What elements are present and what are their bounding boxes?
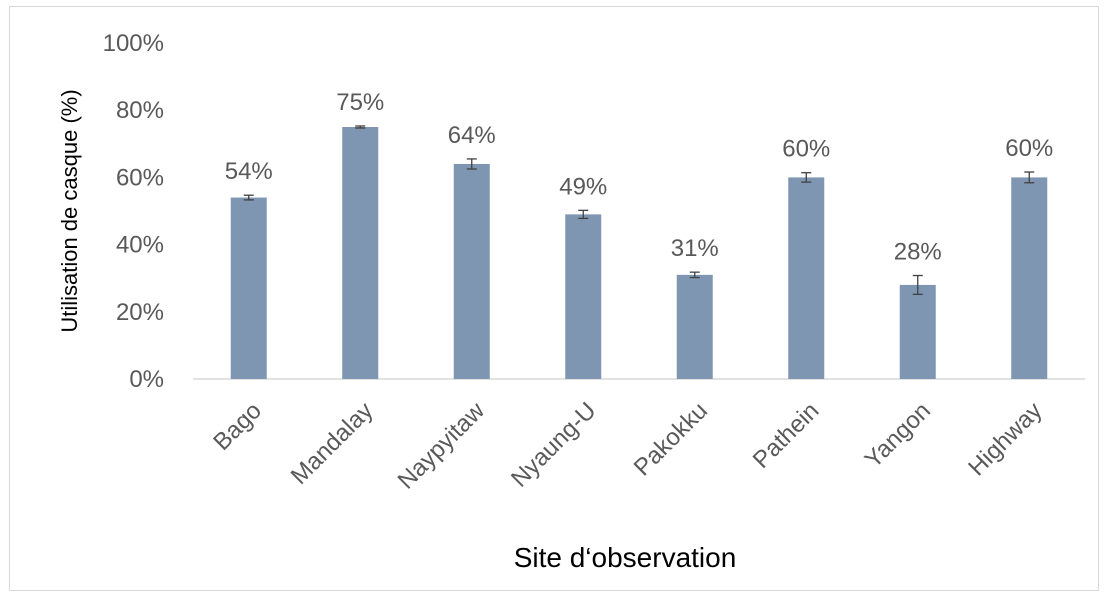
y-axis-ticks: 0% 20% 40% 60% 80% 100% <box>103 30 164 393</box>
x-tick-label: Nyaung-U <box>506 397 601 492</box>
x-tick-label: Pakokku <box>629 397 713 481</box>
y-tick-label: 60% <box>116 164 164 191</box>
bar <box>342 127 379 379</box>
x-tick-label: Bago <box>208 397 267 456</box>
data-label: 64% <box>448 122 496 149</box>
error-bar <box>689 271 700 279</box>
error-bar <box>243 194 254 201</box>
bar <box>230 197 267 379</box>
bar <box>788 177 825 379</box>
y-tick-label: 40% <box>116 232 164 259</box>
x-axis-title: Site d‘observation <box>514 542 737 573</box>
x-axis-category-labels: Bago Mandalay Naypyitaw Nyaung-U Pakokku Path… <box>208 397 1047 495</box>
y-axis-title: Utilisation de casque (%) <box>57 89 82 332</box>
y-tick-label: 80% <box>116 97 164 124</box>
y-tick-label: 100% <box>103 30 164 57</box>
y-tick-label: 0% <box>129 366 164 393</box>
x-tick-label: Pathein <box>748 397 825 474</box>
error-bar <box>466 158 477 170</box>
y-tick-label: 20% <box>116 299 164 326</box>
bar-series <box>230 127 1048 379</box>
data-label: 60% <box>782 136 830 163</box>
data-label: 28% <box>894 239 942 266</box>
error-bar <box>578 209 589 220</box>
data-labels: 54% 75% 64% 49% 31% 60% 28% 60% <box>225 89 1054 266</box>
x-tick-label: Yangon <box>860 397 936 473</box>
x-tick-label: Naypyitaw <box>393 397 491 495</box>
bar <box>453 163 490 379</box>
error-bar <box>355 125 366 129</box>
data-label: 31% <box>671 235 719 262</box>
bar <box>676 274 713 379</box>
error-bar <box>801 172 812 183</box>
bar <box>1011 177 1048 379</box>
data-label: 54% <box>225 158 273 185</box>
data-label: 75% <box>336 89 384 116</box>
x-tick-label: Highway <box>963 397 1047 481</box>
error-bar <box>912 274 923 295</box>
x-tick-label: Mandalay <box>286 397 379 490</box>
error-bars <box>243 125 1035 295</box>
data-label: 49% <box>559 173 607 200</box>
bar <box>565 214 602 379</box>
bar <box>899 284 936 379</box>
error-bar <box>1024 171 1035 184</box>
data-label: 60% <box>1005 135 1053 162</box>
